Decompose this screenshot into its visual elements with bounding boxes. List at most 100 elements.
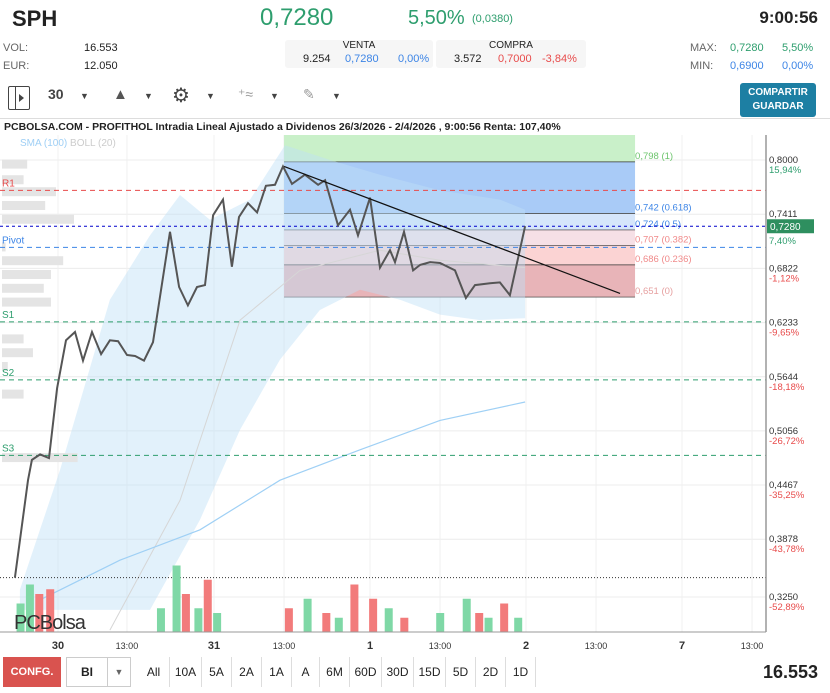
price-chart[interactable]: 0,798 (1) 0,742 (0.618) 0,724 (0.5) 0,707 (… — [0, 118, 830, 656]
chart-type-icon[interactable]: ▲ — [113, 86, 128, 103]
range-6m[interactable]: 6M — [320, 657, 350, 687]
y-tick-pct: -9,65% — [769, 328, 800, 339]
gear-icon[interactable]: ⚙ — [172, 85, 190, 107]
volume-profile-bar — [2, 214, 74, 224]
trend-line — [283, 165, 621, 294]
range-a[interactable]: A — [292, 657, 320, 687]
fib-level-label: 0,724 (0.5) — [635, 219, 681, 230]
range-10a[interactable]: 10A — [170, 657, 202, 687]
y-tick-label: 0,4467 — [769, 480, 798, 491]
chart-title: PCBOLSA.COM - PROFITHOL Intradia Lineal … — [4, 121, 561, 133]
last-time: 9:00:56 — [759, 8, 818, 27]
change-percent: 5,50% — [408, 7, 465, 29]
y-tick-pct: -35,25% — [769, 490, 805, 501]
last-price-marker — [767, 219, 814, 234]
y-tick-pct: -1,12% — [769, 273, 800, 284]
bollinger-band — [19, 145, 526, 610]
y-tick-label: 0,7411 — [769, 209, 797, 220]
volume-profile-bar — [2, 201, 46, 210]
compra-qty: 3.572 — [454, 53, 482, 65]
volume-profile-bar — [2, 334, 24, 344]
volume-bar — [475, 613, 484, 632]
y-tick-label: 0,8000 — [769, 155, 798, 166]
range-5a[interactable]: 5A — [202, 657, 232, 687]
range-2d[interactable]: 2D — [476, 657, 506, 687]
price-line — [13, 164, 527, 578]
volume-profile-bar — [2, 270, 51, 279]
chevron-down-icon[interactable]: ▼ — [80, 91, 89, 101]
legend-boll: BOLL (20) — [70, 138, 116, 149]
vol-value: 16.553 — [84, 42, 118, 54]
legend-sma: SMA (100) — [20, 138, 68, 149]
bi-select[interactable]: BI — [66, 657, 108, 687]
drawing-tools-icon[interactable]: ✎ — [303, 86, 315, 102]
min-pct: 0,00% — [782, 60, 814, 72]
venta-label: VENTA — [342, 40, 376, 51]
volume-bar — [334, 617, 343, 632]
chevron-down-icon[interactable]: ▼ — [107, 657, 131, 687]
range-60d[interactable]: 60D — [350, 657, 382, 687]
chevron-down-icon[interactable]: ▼ — [270, 91, 279, 101]
volume-bar — [16, 603, 25, 632]
x-tick-label: 30 — [52, 640, 64, 652]
y-tick-label: 0,3250 — [769, 592, 798, 603]
volume-profile-bar — [2, 348, 33, 358]
volume-bar — [303, 598, 312, 632]
volume-bar — [462, 598, 471, 632]
share-save-button[interactable]: COMPARTIR GUARDAR — [740, 83, 816, 117]
range-5d[interactable]: 5D — [446, 657, 476, 687]
panel-toggle-icon[interactable] — [8, 86, 30, 110]
range-all[interactable]: All — [138, 657, 170, 687]
volume-bar — [213, 613, 222, 632]
volume-bar — [35, 594, 44, 632]
volume-bar — [400, 617, 409, 632]
period-select[interactable]: 30 — [48, 86, 64, 102]
vol-label: VOL: — [3, 42, 29, 54]
x-tick-label: 31 — [208, 640, 220, 652]
volume-bar — [156, 608, 165, 632]
watermark-logo: PCBolsa — [14, 612, 86, 634]
y-tick-pct: -26,72% — [769, 436, 805, 447]
range-30d[interactable]: 30D — [382, 657, 414, 687]
volume-profile-bar — [2, 453, 78, 463]
fib-zone — [284, 245, 636, 265]
fib-level-label: 0,707 (0.382) — [635, 235, 692, 246]
compra-label: COMPRA — [489, 40, 533, 51]
last-price-label: 0,7280 — [770, 222, 801, 233]
chevron-down-icon[interactable]: ▼ — [144, 91, 153, 101]
venta-price: 0,7280 — [345, 53, 379, 65]
x-tick-label: 1 — [367, 640, 373, 652]
eur-label: EUR: — [3, 60, 30, 72]
x-tick-label: 7 — [679, 640, 685, 652]
volume-bar — [500, 603, 509, 632]
chevron-down-icon[interactable]: ▼ — [206, 91, 215, 101]
range-1a[interactable]: 1A — [262, 657, 292, 687]
divider — [0, 118, 830, 119]
compra-price: 0,7000 — [498, 53, 532, 65]
volume-bar — [384, 608, 393, 632]
chevron-down-icon[interactable]: ▼ — [332, 91, 341, 101]
volume-bar — [514, 617, 523, 632]
fib-level-label: 0,651 (0) — [635, 286, 673, 297]
x-tick-label: 13:00 — [741, 641, 764, 651]
volume-profile-bar — [2, 175, 24, 185]
fib-zone — [284, 161, 636, 214]
max-label: MAX: — [690, 42, 717, 54]
last-price: 0,7280 — [260, 4, 334, 31]
range-15d[interactable]: 15D — [414, 657, 446, 687]
volume-profile-bar — [2, 362, 8, 371]
compra-box: COMPRA 3.572 0,7000 -3,84% — [436, 40, 586, 68]
range-1d[interactable]: 1D — [506, 657, 536, 687]
volume-bar — [46, 589, 55, 632]
pivot-label: Pivot — [2, 235, 24, 246]
range-2a[interactable]: 2A — [232, 657, 262, 687]
x-tick-label: 13:00 — [429, 641, 452, 651]
volume-bar — [194, 608, 203, 632]
venta-pct: 0,00% — [398, 53, 430, 65]
indicators-icon[interactable]: ⁺≈ — [238, 86, 254, 102]
eur-value: 12.050 — [84, 60, 118, 72]
y-tick-label: 0,3878 — [769, 534, 798, 545]
fib-level-label: 0,686 (0.236) — [635, 254, 692, 265]
y-tick-label: 0,5644 — [769, 372, 798, 383]
config-button[interactable]: CONFG. — [3, 657, 61, 687]
